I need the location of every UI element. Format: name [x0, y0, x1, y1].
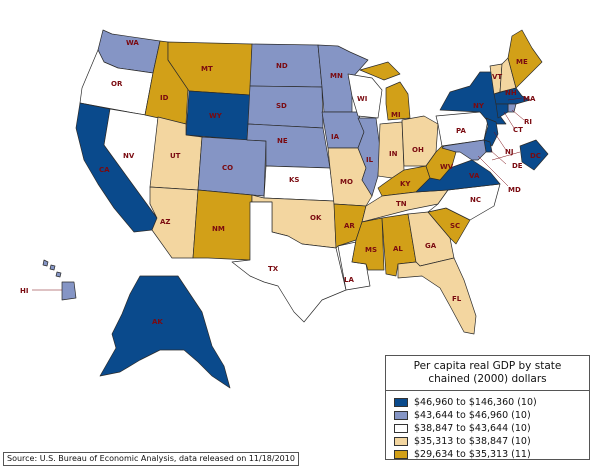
- state-hi[interactable]: [42, 259, 77, 301]
- label-pa: PA: [456, 127, 466, 135]
- legend-item: $29,634 to $35,313 (11): [394, 448, 589, 460]
- label-mo: MO: [340, 178, 353, 186]
- state-nj[interactable]: [483, 117, 499, 147]
- label-ar: AR: [344, 222, 355, 230]
- label-in: IN: [389, 150, 398, 158]
- map-legend: Per capita real GDP by state chained (20…: [385, 355, 590, 460]
- label-tn: TN: [396, 200, 407, 208]
- legend-label-class1: $46,960 to $146,360 (10): [414, 396, 537, 408]
- label-ri: RI: [524, 118, 532, 126]
- label-wi: WI: [357, 95, 367, 103]
- legend-swatch-class3: [394, 423, 408, 433]
- legend-item: $43,644 to $46,960 (10): [394, 409, 589, 421]
- state-az[interactable]: [149, 186, 199, 259]
- label-ky: KY: [400, 180, 411, 188]
- label-ca: CA: [99, 166, 110, 174]
- label-va: VA: [469, 172, 480, 180]
- label-la: LA: [344, 276, 354, 284]
- states-layer: [42, 29, 549, 389]
- label-leaders: [32, 97, 525, 291]
- label-ut: UT: [170, 152, 181, 160]
- label-nm: NM: [212, 225, 225, 233]
- label-nj: NJ: [505, 148, 513, 156]
- label-hi: HI: [20, 287, 28, 295]
- label-nd: ND: [276, 62, 288, 70]
- label-mi: MI: [391, 111, 401, 119]
- label-ms: MS: [365, 246, 377, 254]
- label-ga: GA: [425, 242, 437, 250]
- label-nh: NH: [505, 89, 517, 97]
- legend-label-class3: $38,847 to $43,644 (10): [414, 422, 531, 434]
- state-nm[interactable]: [192, 189, 253, 261]
- state-labels: WA OR CA NV ID MT WY UT AZ CO NM ND SD N…: [20, 39, 541, 326]
- state-md[interactable]: [441, 139, 487, 161]
- label-or: OR: [111, 80, 123, 88]
- label-co: CO: [222, 164, 233, 172]
- label-az: AZ: [160, 218, 171, 226]
- label-ok: OK: [310, 214, 322, 222]
- legend-swatch-class2: [394, 410, 408, 420]
- label-de: DE: [512, 162, 523, 170]
- state-wv[interactable]: [425, 145, 457, 181]
- label-dc: DC: [530, 152, 541, 160]
- label-ct: CT: [513, 126, 523, 134]
- label-ny: NY: [473, 102, 485, 110]
- label-me: ME: [516, 58, 528, 66]
- label-il: IL: [366, 156, 374, 164]
- label-ne: NE: [277, 137, 288, 145]
- label-ks: KS: [289, 176, 299, 184]
- label-wa: WA: [126, 39, 139, 47]
- legend-title-line1: Per capita real GDP by state: [413, 360, 562, 372]
- state-tx[interactable]: [231, 201, 347, 323]
- legend-swatch-class4: [394, 436, 408, 446]
- label-sc: SC: [450, 222, 460, 230]
- label-mn: MN: [330, 72, 343, 80]
- label-ia: IA: [331, 133, 340, 141]
- label-sd: SD: [276, 102, 287, 110]
- label-md: MD: [508, 186, 521, 194]
- state-ct[interactable]: [495, 103, 509, 119]
- state-ak[interactable]: [99, 275, 231, 389]
- legend-swatch-class5: [394, 449, 408, 459]
- state-il[interactable]: [357, 117, 381, 197]
- legend-item: $35,313 to $38,847 (10): [394, 435, 589, 447]
- state-mi[interactable]: [359, 61, 411, 121]
- legend-label-class2: $43,644 to $46,960 (10): [414, 409, 531, 421]
- label-id: ID: [160, 94, 169, 102]
- source-note: Source: U.S. Bureau of Economic Analysis…: [3, 452, 299, 466]
- state-ri[interactable]: [507, 103, 517, 113]
- state-wi[interactable]: [347, 73, 383, 119]
- legend-title-line2: chained (2000) dollars: [428, 373, 547, 385]
- state-ia[interactable]: [321, 111, 365, 149]
- label-al: AL: [393, 245, 403, 253]
- label-fl: FL: [452, 295, 462, 303]
- legend-divider: [386, 390, 589, 391]
- label-ak: AK: [152, 318, 163, 326]
- legend-label-class5: $29,634 to $35,313 (11): [414, 448, 531, 460]
- label-oh: OH: [412, 146, 424, 154]
- label-tx: TX: [268, 265, 279, 273]
- state-fl[interactable]: [397, 257, 477, 335]
- label-nv: NV: [123, 152, 135, 160]
- legend-title: Per capita real GDP by state chained (20…: [386, 360, 589, 386]
- label-ma: MA: [523, 95, 536, 103]
- state-dc[interactable]: [519, 139, 549, 171]
- legend-label-class4: $35,313 to $38,847 (10): [414, 435, 531, 447]
- legend-swatch-class1: [394, 397, 408, 407]
- label-wv: WV: [440, 163, 454, 171]
- label-mt: MT: [201, 65, 213, 73]
- legend-item: $46,960 to $146,360 (10): [394, 396, 589, 408]
- state-me[interactable]: [507, 29, 543, 89]
- label-nc: NC: [470, 196, 481, 204]
- label-wy: WY: [209, 112, 223, 120]
- label-vt: VT: [492, 73, 502, 81]
- legend-item: $38,847 to $43,644 (10): [394, 422, 589, 434]
